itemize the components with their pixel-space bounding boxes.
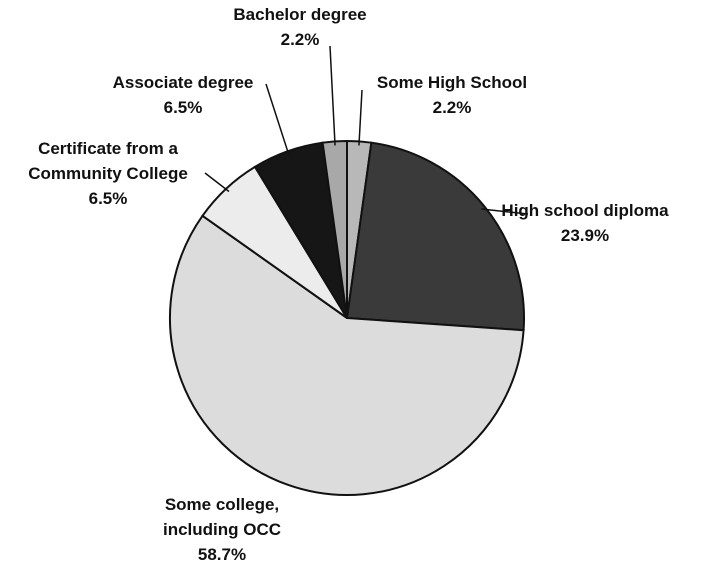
value-label: 2.2% [280, 30, 320, 49]
pie-slice [345, 141, 525, 332]
value-label: 2.2% [432, 98, 472, 117]
slice-label: Some High School 2.2% [377, 70, 527, 120]
category-label: Bachelor degree [233, 5, 367, 24]
category-label: Some college, including OCC [162, 495, 282, 539]
slice-label: High school diploma 23.9% [501, 198, 668, 248]
leader-line [329, 45, 336, 146]
slice-label: Certificate from a Community College 6.5% [28, 136, 188, 211]
slice-label: Associate degree 6.5% [113, 70, 254, 120]
leader-line [358, 89, 363, 146]
category-label: Certificate from a Community College [28, 139, 188, 183]
value-label: 6.5% [163, 98, 203, 117]
category-label: High school diploma [501, 201, 669, 220]
leader-line [204, 172, 230, 193]
category-label: Associate degree [112, 73, 254, 92]
leader-line [481, 208, 529, 215]
pie-slice [169, 214, 525, 497]
leader-line [265, 83, 290, 156]
value-label: 23.9% [560, 226, 610, 245]
slice-label: Some college, including OCC 58.7% [163, 492, 281, 567]
category-label: Some High School [376, 73, 528, 92]
value-label: 58.7% [197, 545, 247, 564]
slice-label: Bachelor degree 2.2% [233, 2, 366, 52]
value-label: 6.5% [88, 189, 128, 208]
